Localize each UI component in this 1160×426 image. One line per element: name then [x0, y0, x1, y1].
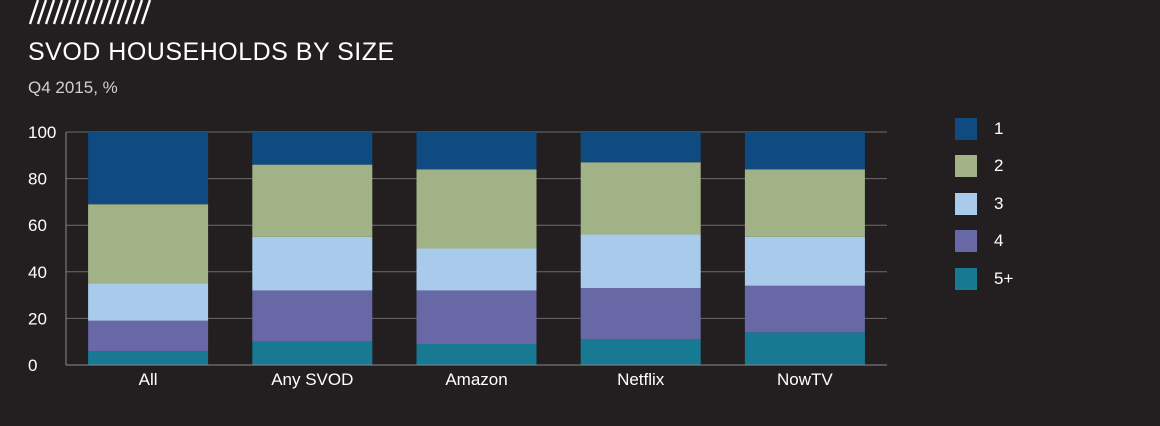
x-axis-ticks: All Any SVOD Amazon Netflix NowTV — [139, 370, 834, 389]
legend-swatch — [955, 193, 977, 215]
legend-item-2: 2 — [955, 155, 1075, 179]
legend-label: 1 — [994, 119, 1004, 138]
bar-segment — [252, 290, 373, 342]
y-tick-label: 60 — [28, 216, 47, 235]
bar-segment — [88, 204, 209, 284]
legend-label: 3 — [994, 194, 1004, 213]
bar-segment — [580, 234, 701, 289]
legend-item-4: 4 — [955, 230, 1075, 254]
stacked-bar-chart: 0 20 40 60 80 100 All Any SVOD Amazon Netflix Now… — [28, 123, 887, 389]
bar-segment — [88, 320, 209, 352]
legend-item-1: 1 — [955, 118, 1075, 142]
bar-segment — [744, 285, 865, 333]
bar-segment — [252, 164, 373, 237]
bar-segment — [88, 132, 209, 205]
bar-segment — [88, 351, 209, 365]
bar-segment — [744, 236, 865, 286]
bar-segment — [580, 162, 701, 235]
bar-segment — [580, 339, 701, 365]
x-tick-label: Any SVOD — [271, 370, 353, 389]
y-tick-label: 20 — [28, 309, 47, 328]
y-tick-label: 100 — [28, 123, 56, 142]
bar-segment — [252, 341, 373, 365]
x-tick-label: Amazon — [445, 370, 507, 389]
bar-segment — [416, 290, 537, 345]
legend-label: 2 — [994, 156, 1004, 175]
bar-segment — [744, 332, 865, 365]
legend-swatch — [955, 268, 977, 290]
bar-segment — [744, 169, 865, 237]
chart-title: SVOD HOUSEHOLDS BY SIZE — [28, 38, 395, 66]
legend-label: 4 — [994, 231, 1004, 250]
bar-segment — [416, 344, 537, 365]
bar-segment — [580, 288, 701, 340]
x-tick-label: NowTV — [777, 370, 833, 389]
x-tick-label: All — [139, 370, 158, 389]
bar-segment — [416, 132, 537, 170]
bar-segment — [252, 132, 373, 165]
bar-segment — [88, 283, 209, 321]
chart-bars — [88, 132, 865, 365]
decorative-hatch-icon — [28, 0, 152, 25]
y-axis-ticks: 0 20 40 60 80 100 — [28, 123, 56, 375]
y-tick-label: 0 — [28, 356, 37, 375]
chart-subtitle: Q4 2015, % — [28, 78, 118, 97]
x-tick-label: Netflix — [617, 370, 665, 389]
bar-segment — [580, 132, 701, 163]
bar-segment — [416, 169, 537, 249]
legend-swatch — [955, 118, 977, 140]
y-tick-label: 40 — [28, 263, 47, 282]
legend-label: 5+ — [994, 269, 1014, 288]
legend-swatch — [955, 230, 977, 252]
legend-item-5plus: 5+ — [955, 268, 1075, 292]
y-tick-label: 80 — [28, 170, 47, 189]
bar-segment — [744, 132, 865, 170]
bar-segment — [416, 248, 537, 291]
legend-swatch — [955, 155, 977, 177]
legend-item-3: 3 — [955, 193, 1075, 217]
bar-segment — [252, 236, 373, 291]
